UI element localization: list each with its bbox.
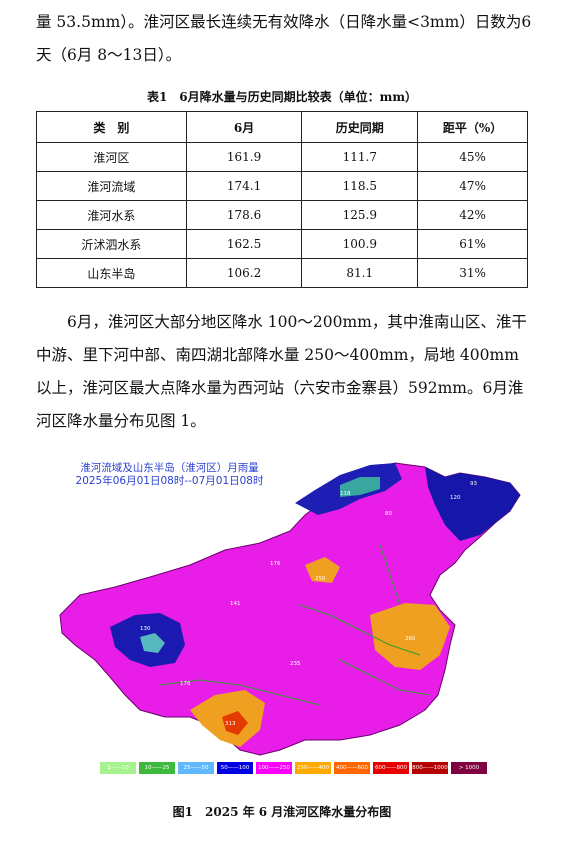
table-row: 淮河流域 174.1 118.5 47% bbox=[36, 171, 528, 201]
map-station-value: 120 bbox=[450, 495, 461, 501]
precipitation-table: 类 别 6月 历史同期 距平（%） 淮河区 161.9 111.7 45% 淮河… bbox=[36, 111, 528, 288]
map-boundaries bbox=[159, 544, 431, 706]
map-station-value: 118 bbox=[340, 491, 351, 497]
cell-category: 沂沭泗水系 bbox=[36, 229, 187, 259]
paragraph-june-summary: 6月，淮河区大部分地区降水 100～200mm，其中淮南山区、淮干中游、里下河中… bbox=[36, 313, 527, 430]
legend-swatch: 1——10 bbox=[100, 762, 136, 774]
table-row: 山东半岛 106.2 81.1 31% bbox=[36, 258, 528, 288]
cell-historical: 111.7 bbox=[301, 142, 419, 172]
paragraph-intro: 量 53.5mm）。淮河区最长连续无有效降水（日降水量<3mm）日数为6天（6月… bbox=[36, 13, 532, 64]
header-historical: 历史同期 bbox=[301, 111, 419, 143]
cell-historical: 125.9 bbox=[301, 200, 419, 230]
map-station-value: 313 bbox=[225, 721, 236, 727]
map-station-value: 176 bbox=[270, 561, 281, 567]
legend-swatch: 250——400 bbox=[295, 762, 331, 774]
legend-swatch: 50——100 bbox=[217, 762, 253, 774]
cell-category: 淮河水系 bbox=[36, 200, 187, 230]
map-station-value: 250 bbox=[315, 576, 326, 582]
cell-anomaly: 31% bbox=[417, 258, 528, 288]
map-station-value: 130 bbox=[140, 626, 151, 632]
legend-swatch: 100——250 bbox=[256, 762, 292, 774]
cell-anomaly: 45% bbox=[417, 142, 528, 172]
map-title-line2: 2025年06月01日08时--07月01日08时 bbox=[75, 475, 264, 487]
map-region-base bbox=[59, 462, 521, 756]
header-june: 6月 bbox=[185, 111, 303, 143]
map-legend: 1——10 10——25 25——50 50——100 100——250 250——400… bbox=[100, 762, 487, 775]
cell-june: 162.5 bbox=[185, 229, 303, 259]
figure-caption: 图1 2025 年 6 月淮河区降水量分布图 bbox=[172, 805, 392, 819]
map-title-line1: 淮河流域及山东半岛（淮河区）月雨量 bbox=[80, 462, 259, 474]
legend-swatch: 400——600 bbox=[334, 762, 370, 774]
table-row: 淮河区 161.9 111.7 45% bbox=[36, 142, 528, 172]
precipitation-map-graphic: 118 80 120 93 176 250 141 130 265 235 31… bbox=[59, 462, 521, 756]
legend-swatch: 600——800 bbox=[373, 762, 409, 774]
legend-swatch: 10——25 bbox=[139, 762, 175, 774]
map-region-north-orange bbox=[305, 557, 340, 583]
cell-historical: 100.9 bbox=[301, 229, 419, 259]
map-station-value: 141 bbox=[230, 601, 241, 607]
legend-swatch: 800——1000 bbox=[412, 762, 448, 774]
cell-june: 178.6 bbox=[185, 200, 303, 230]
cell-june: 174.1 bbox=[185, 171, 303, 201]
cell-historical: 81.1 bbox=[301, 258, 419, 288]
map-station-value: 235 bbox=[290, 661, 301, 667]
map-station-value: 93 bbox=[470, 481, 477, 487]
map-region-northeast-blue bbox=[425, 467, 520, 541]
map-station-value: 265 bbox=[405, 636, 416, 642]
header-anomaly: 距平（%） bbox=[417, 111, 528, 143]
cell-anomaly: 61% bbox=[417, 229, 528, 259]
table-header-row: 类 别 6月 历史同期 距平（%） bbox=[36, 111, 528, 143]
cell-category: 淮河流域 bbox=[36, 171, 187, 201]
cell-anomaly: 42% bbox=[417, 200, 528, 230]
precipitation-map: 118 80 120 93 176 250 141 130 265 235 31… bbox=[40, 455, 530, 795]
cell-historical: 118.5 bbox=[301, 171, 419, 201]
table-row: 沂沭泗水系 162.5 100.9 61% bbox=[36, 229, 528, 259]
cell-category: 淮河区 bbox=[36, 142, 187, 172]
map-station-value: 80 bbox=[385, 511, 392, 517]
table-row: 淮河水系 178.6 125.9 42% bbox=[36, 200, 528, 230]
cell-category: 山东半岛 bbox=[36, 258, 187, 288]
map-region-west-cyan bbox=[140, 633, 165, 653]
header-category: 类 别 bbox=[36, 111, 187, 143]
map-title: 淮河流域及山东半岛（淮河区）月雨量 2025年06月01日08时--07月01日… bbox=[62, 462, 277, 488]
legend-swatch: 25——50 bbox=[178, 762, 214, 774]
cell-anomaly: 47% bbox=[417, 171, 528, 201]
legend-swatch: > 1000 bbox=[451, 762, 487, 774]
map-region-east-orange bbox=[370, 603, 450, 670]
map-region-north-green bbox=[340, 477, 380, 497]
map-station-value: 178 bbox=[180, 681, 191, 687]
cell-june: 161.9 bbox=[185, 142, 303, 172]
cell-june: 106.2 bbox=[185, 258, 303, 288]
map-region-south-red bbox=[222, 711, 248, 735]
table-caption: 表1 6月降水量与历史同期比较表（单位：mm） bbox=[146, 90, 418, 104]
